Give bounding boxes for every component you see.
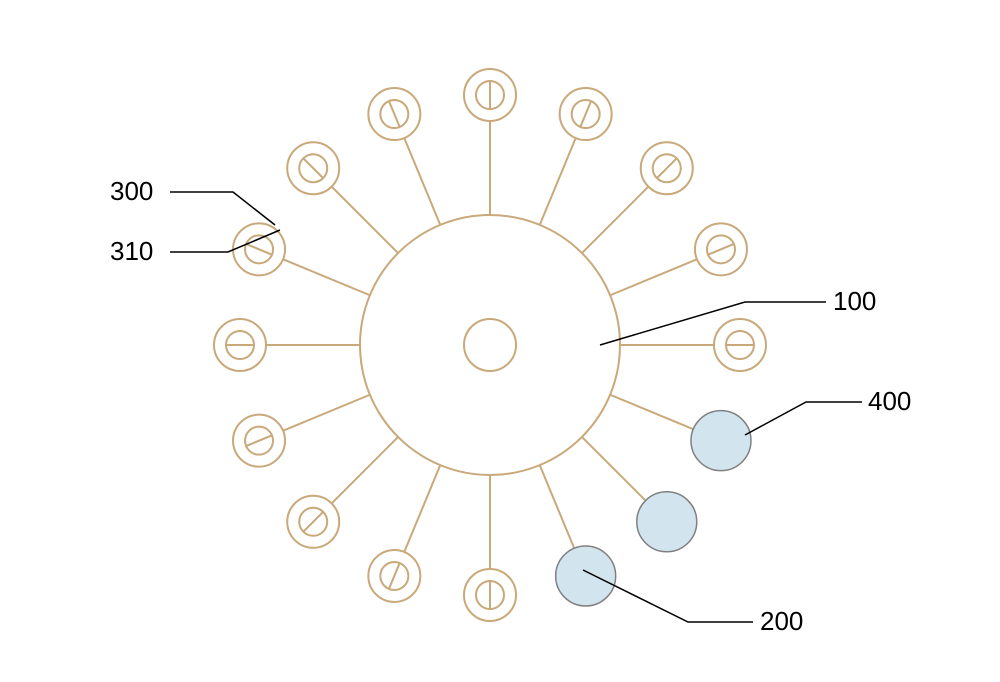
screw-node: [233, 415, 285, 467]
leader-line: [170, 192, 275, 225]
solid-node: [637, 492, 697, 552]
solid-node: [556, 546, 616, 606]
callout-label: 300: [110, 176, 153, 206]
screw-node: [560, 88, 612, 140]
callout-label: 400: [868, 386, 911, 416]
radial-diagram: 300 310 100 400 200: [0, 0, 1000, 682]
screw-node: [641, 142, 693, 194]
screw-node: [214, 319, 266, 371]
solid-node: [691, 411, 751, 471]
callout-label: 100: [833, 286, 876, 316]
hub-inner: [464, 319, 516, 371]
screw-node: [368, 88, 420, 140]
leader-line: [745, 402, 862, 435]
callout-label: 310: [110, 236, 153, 266]
hub: [360, 215, 620, 475]
screw-node: [714, 319, 766, 371]
callout-label: 200: [760, 606, 803, 636]
screw-node: [464, 69, 516, 121]
screw-node: [464, 569, 516, 621]
screw-node: [368, 550, 420, 602]
screw-node: [287, 496, 339, 548]
leader-line: [600, 302, 826, 345]
screw-node: [695, 223, 747, 275]
screw-node: [287, 142, 339, 194]
